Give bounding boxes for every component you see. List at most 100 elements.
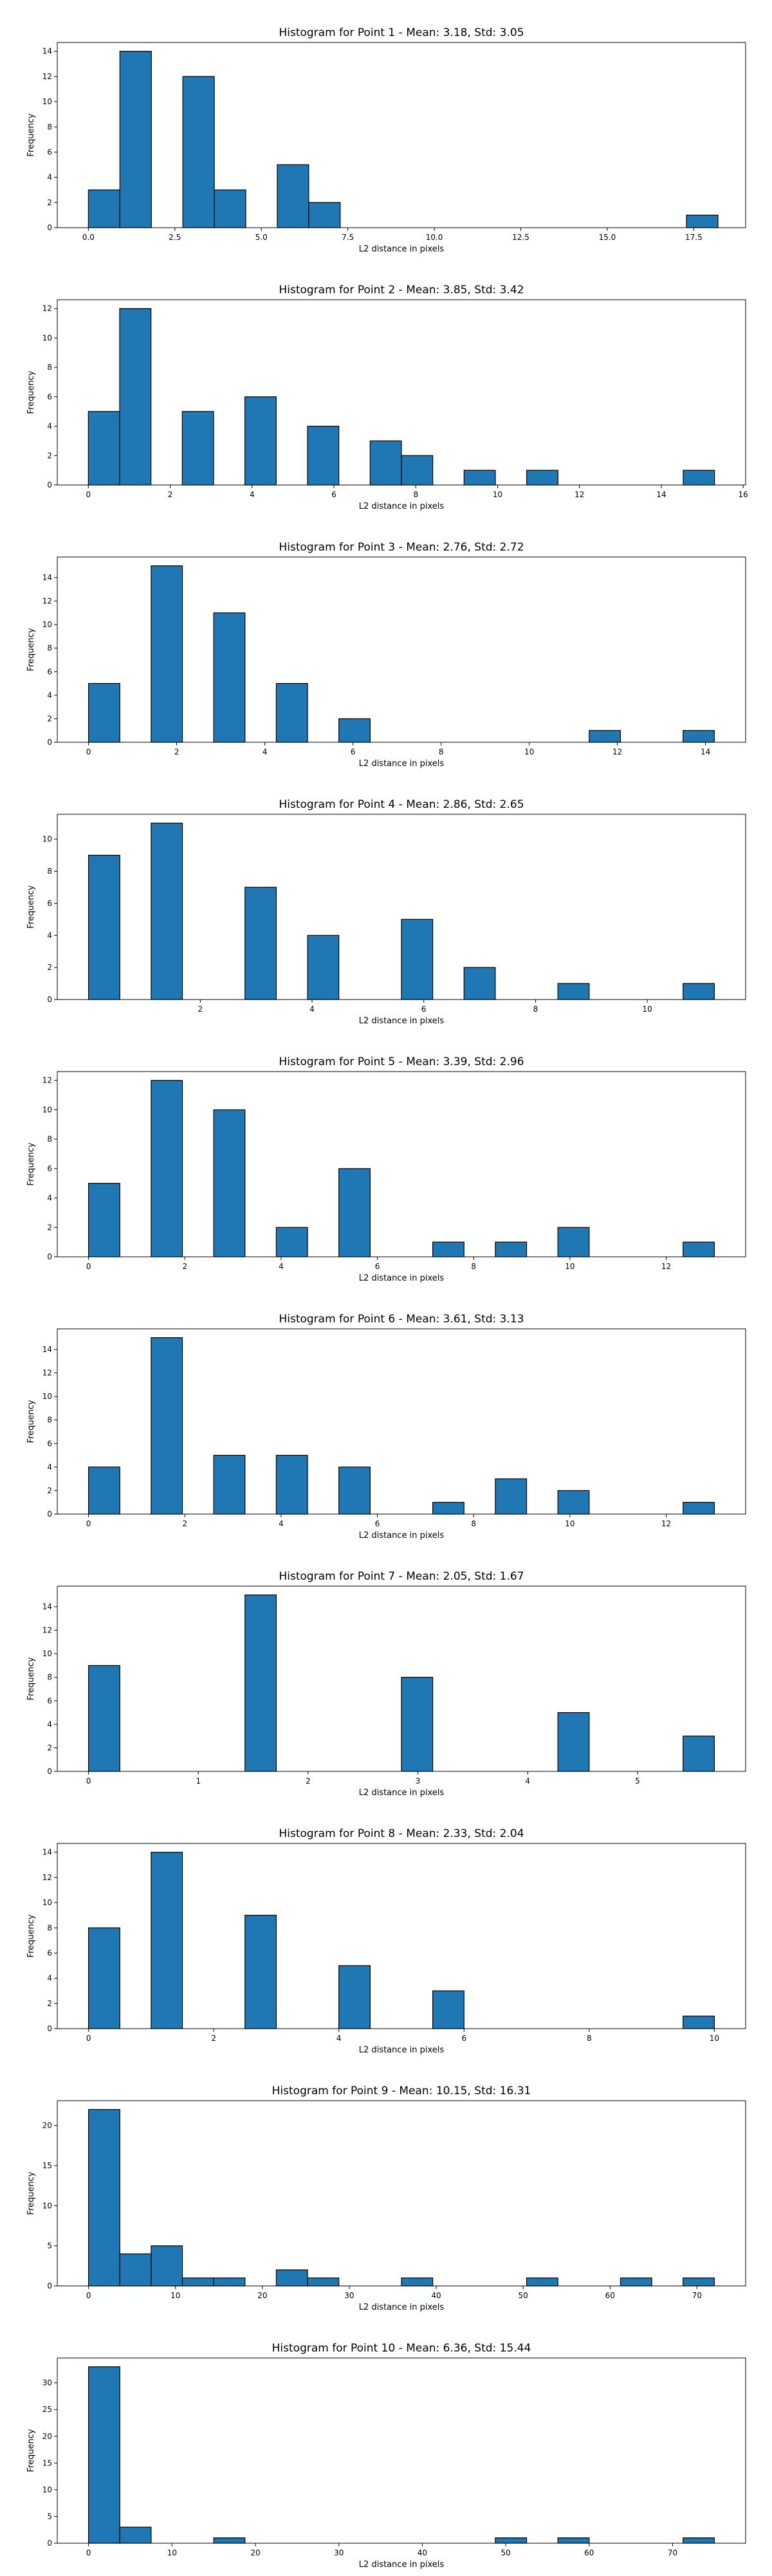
histogram-bar xyxy=(213,2537,246,2544)
histogram-bar xyxy=(275,1227,308,1257)
x-tick-label: 8 xyxy=(587,2034,592,2043)
x-tick-label: 20 xyxy=(257,2291,267,2300)
x-tick-label: 6 xyxy=(421,1005,427,1014)
x-tick-label: 2 xyxy=(211,2034,216,2043)
y-axis-label: Frequency xyxy=(26,113,36,156)
x-tick-label: 15.0 xyxy=(599,233,616,242)
y-tick-label: 10 xyxy=(42,1105,52,1114)
axes-frame xyxy=(57,1585,746,1772)
x-tick-label: 0 xyxy=(86,2548,91,2557)
histogram-bar xyxy=(87,411,120,486)
histogram-bar xyxy=(338,718,371,743)
histogram-bar xyxy=(495,1241,528,1257)
histogram-bar xyxy=(119,51,152,228)
y-tick-label: 4 xyxy=(47,1194,52,1203)
x-tick-label: 14 xyxy=(656,490,666,499)
histogram-bar xyxy=(151,1080,183,1257)
x-tick-label: 6 xyxy=(351,747,356,756)
histogram-bar xyxy=(275,2269,308,2287)
histogram-bar xyxy=(432,1241,464,1257)
chart-title: Histogram for Point 1 - Mean: 3.18, Std:… xyxy=(279,26,524,39)
histogram-panel-4: Histogram for Point 4 - Mean: 2.86, Std:… xyxy=(26,798,746,1026)
x-axis-label: L2 distance in pixels xyxy=(359,1016,445,1026)
y-tick-label: 4 xyxy=(47,691,52,700)
y-tick-label: 14 xyxy=(42,47,52,56)
histogram-bar xyxy=(589,730,621,743)
axes-frame xyxy=(57,42,746,228)
y-tick-label: 30 xyxy=(42,2379,52,2388)
y-tick-label: 15 xyxy=(42,2458,52,2467)
histogram-bar xyxy=(119,2253,152,2287)
y-tick-label: 12 xyxy=(42,1369,52,1378)
x-axis-label: L2 distance in pixels xyxy=(359,759,445,769)
y-tick-label: 8 xyxy=(47,363,52,372)
y-tick-label: 12 xyxy=(42,304,52,313)
histogram-bar xyxy=(213,612,246,743)
x-tick-label: 4 xyxy=(250,490,255,499)
x-tick-label: 40 xyxy=(418,2548,427,2557)
histogram-bar xyxy=(119,2526,152,2544)
y-tick-label: 14 xyxy=(42,1345,52,1354)
x-tick-label: 5.0 xyxy=(255,233,268,242)
y-tick-label: 0 xyxy=(47,2024,52,2033)
y-tick-label: 10 xyxy=(42,1898,52,1907)
histogram-bar xyxy=(683,730,715,743)
axes-frame xyxy=(57,556,746,743)
histogram-bar xyxy=(557,1712,590,1772)
y-tick-label: 2 xyxy=(47,1743,52,1752)
x-tick-label: 6 xyxy=(375,1262,380,1271)
histogram-bar xyxy=(495,2537,528,2544)
y-tick-label: 0 xyxy=(47,738,52,747)
histogram-bar xyxy=(214,189,246,228)
chart-title: Histogram for Point 10 - Mean: 6.36, Std… xyxy=(272,2342,531,2355)
histogram-bar xyxy=(244,886,277,1000)
histogram-bar xyxy=(432,1990,464,2029)
x-tick-label: 2.5 xyxy=(169,233,181,242)
histogram-bar xyxy=(88,2109,120,2287)
x-tick-label: 4 xyxy=(309,1005,315,1014)
y-tick-label: 14 xyxy=(42,573,52,582)
y-tick-label: 10 xyxy=(42,333,52,342)
x-tick-label: 12 xyxy=(661,1262,671,1271)
histogram-bar xyxy=(401,455,434,486)
y-tick-label: 0 xyxy=(47,1252,52,1261)
x-tick-label: 2 xyxy=(182,1519,187,1528)
histogram-bar xyxy=(401,2277,434,2287)
histogram-bar xyxy=(119,308,152,486)
y-tick-label: 2 xyxy=(47,198,52,207)
y-tick-label: 8 xyxy=(47,1135,52,1144)
histogram-bar xyxy=(463,967,496,1000)
histogram-panel-5: Histogram for Point 5 - Mean: 3.39, Std:… xyxy=(26,1055,746,1283)
x-tick-label: 10 xyxy=(493,490,502,499)
y-axis-label: Frequency xyxy=(26,628,36,671)
x-tick-label: 3 xyxy=(416,1777,421,1786)
histogram-bar xyxy=(181,2277,214,2287)
chart-title: Histogram for Point 7 - Mean: 2.05, Std:… xyxy=(279,1570,524,1583)
x-tick-label: 10 xyxy=(565,1262,574,1271)
y-tick-label: 12 xyxy=(42,1076,52,1085)
y-tick-label: 20 xyxy=(42,2432,52,2441)
histogram-bar xyxy=(151,1337,183,1515)
x-tick-label: 12.5 xyxy=(512,233,529,242)
y-tick-label: 25 xyxy=(42,2405,52,2414)
y-tick-label: 8 xyxy=(47,1416,52,1425)
x-tick-label: 12 xyxy=(661,1519,671,1528)
x-tick-label: 20 xyxy=(250,2548,260,2557)
chart-title: Histogram for Point 6 - Mean: 3.61, Std:… xyxy=(279,1313,524,1326)
histogram-bar xyxy=(151,565,183,743)
histogram-bar xyxy=(182,76,215,228)
histogram-bar xyxy=(307,2277,340,2287)
y-tick-label: 8 xyxy=(47,644,52,653)
x-tick-label: 2 xyxy=(182,1262,187,1271)
y-tick-label: 14 xyxy=(42,1602,52,1611)
x-tick-label: 7.5 xyxy=(342,233,354,242)
histogram-bar xyxy=(557,1227,590,1257)
x-tick-label: 60 xyxy=(605,2291,615,2300)
y-tick-label: 4 xyxy=(47,1974,52,1983)
x-axis-label: L2 distance in pixels xyxy=(359,1274,445,1283)
y-tick-label: 5 xyxy=(47,2512,52,2521)
chart-title: Histogram for Point 9 - Mean: 10.15, Std… xyxy=(272,2085,531,2097)
histogram-bar xyxy=(151,2245,183,2287)
histogram-bar xyxy=(181,411,214,486)
